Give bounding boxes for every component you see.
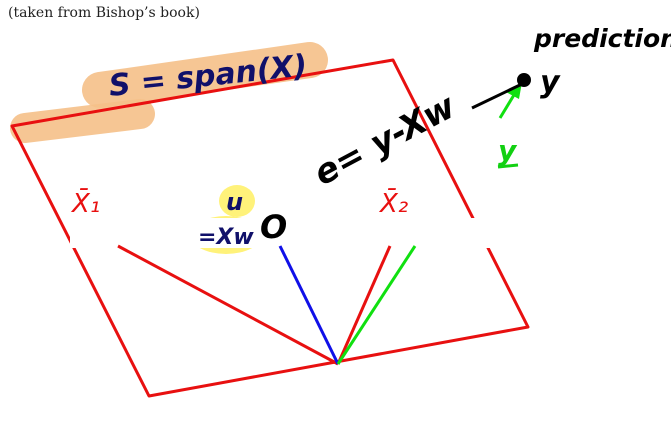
y-point-dot [517,73,531,87]
orange-highlight-lower [10,99,155,143]
x2-label: X̄₂ [378,187,408,219]
y-point-label: y [540,65,561,100]
orange-highlight-upper [82,42,328,108]
y-vector-underline [497,163,519,169]
x1-label: X̄₁ [70,187,100,219]
white-band [70,218,500,248]
zero-label: O [260,208,287,246]
prediction-label: prediction [533,24,671,53]
yellow-highlight-u [219,185,255,217]
subspace-plane [10,58,530,398]
x1-basis-line [117,244,339,366]
caption: (taken from Bishop’s book) [8,5,200,21]
u-label: u [226,188,243,216]
y-green-vector [336,245,417,365]
x2-basis-line [336,245,392,365]
xw-blue-vector [278,245,340,365]
y-vector-label: y [498,134,518,167]
xw-label: =Xw [198,225,254,250]
error-vector-line [471,82,523,110]
error-label: e= y-Xw [307,86,462,194]
